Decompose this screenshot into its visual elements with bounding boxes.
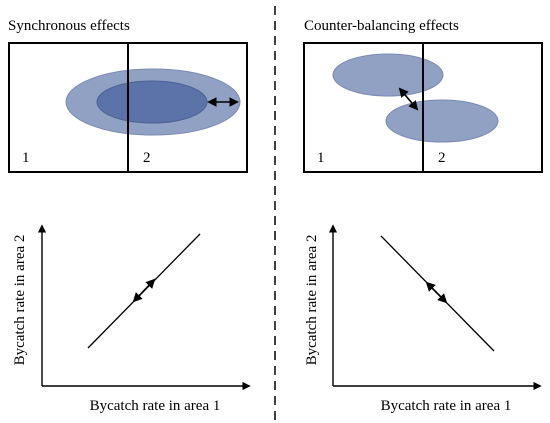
right-area-1-label: 1 <box>317 150 325 166</box>
inner-distribution-ellipse <box>96 80 208 124</box>
left-x-axis-label: Bycatch rate in area 1 <box>90 398 221 414</box>
right-area-2-label: 2 <box>438 150 446 166</box>
negative-trend-arrow <box>425 281 448 304</box>
left-y-axis-label: Bycatch rate in area 2 <box>12 235 28 366</box>
right-x-axis-label: Bycatch rate in area 1 <box>381 398 512 414</box>
right-y-axis-label: Bycatch rate in area 2 <box>304 235 320 366</box>
left-area-1-label: 1 <box>22 150 30 166</box>
area1-distribution-ellipse <box>332 53 444 97</box>
left-area-2-label: 2 <box>143 150 151 166</box>
right-panel-title: Counter-balancing effects <box>304 18 459 34</box>
area2-distribution-ellipse <box>385 99 499 143</box>
left-area-map: 1 2 <box>8 42 248 173</box>
shift-arrow <box>398 87 419 111</box>
right-relationship-plot: Bycatch rate in area 1 Bycatch rate in a… <box>304 224 542 414</box>
right-area-map: 1 2 <box>303 42 543 173</box>
positive-trend-arrow <box>132 278 156 303</box>
left-panel-title: Synchronous effects <box>8 18 130 34</box>
left-relationship-plot: Bycatch rate in area 1 Bycatch rate in a… <box>12 224 251 414</box>
